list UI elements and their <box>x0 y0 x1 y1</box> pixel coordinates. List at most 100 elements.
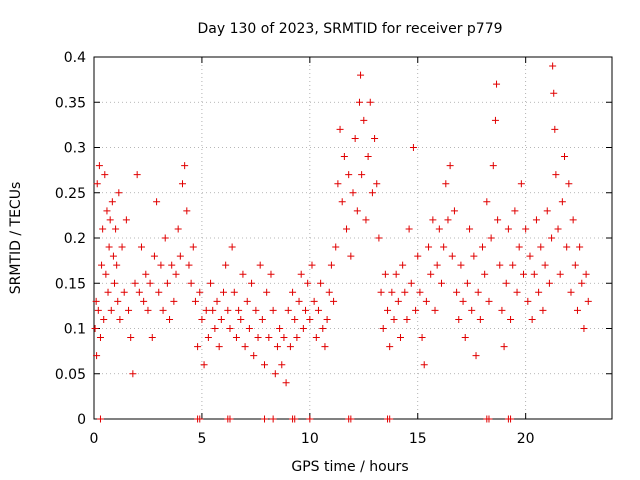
data-point <box>368 189 376 197</box>
data-point <box>243 297 251 305</box>
data-point <box>494 216 502 224</box>
data-point <box>308 261 316 269</box>
data-point <box>127 334 135 342</box>
data-point <box>93 352 101 360</box>
data-point <box>226 415 234 423</box>
data-point <box>261 361 269 369</box>
data-point <box>196 415 204 423</box>
data-point <box>115 189 123 197</box>
data-point <box>310 297 318 305</box>
data-point <box>213 297 221 305</box>
data-point <box>314 306 322 314</box>
data-point <box>100 315 108 323</box>
data-point <box>248 279 256 287</box>
data-point <box>131 279 139 287</box>
data-point <box>125 306 133 314</box>
data-point <box>334 180 342 188</box>
data-point <box>157 261 165 269</box>
data-point <box>483 198 491 206</box>
data-point <box>563 243 571 251</box>
data-point <box>526 252 534 260</box>
data-point <box>405 225 413 233</box>
data-point <box>135 288 143 296</box>
data-point <box>420 361 428 369</box>
data-point <box>319 325 327 332</box>
data-point <box>366 98 374 106</box>
data-point <box>422 297 430 305</box>
data-point <box>567 288 575 296</box>
data-point <box>481 270 489 278</box>
y-tick-label: 0.25 <box>55 186 86 202</box>
data-point <box>176 252 184 260</box>
data-point <box>349 189 357 197</box>
data-point <box>394 297 402 305</box>
data-point <box>295 297 303 305</box>
data-point <box>95 162 103 170</box>
data-point <box>228 243 236 251</box>
data-point <box>153 198 161 206</box>
data-point <box>425 243 433 251</box>
data-point <box>487 234 495 242</box>
data-point <box>245 325 253 332</box>
data-point <box>433 261 441 269</box>
data-point <box>109 252 117 260</box>
data-point <box>343 225 351 233</box>
data-point <box>142 270 150 278</box>
data-point <box>479 243 486 251</box>
data-point <box>306 315 314 323</box>
data-point <box>515 243 523 251</box>
data-point <box>407 279 415 287</box>
data-point <box>375 234 383 242</box>
data-point <box>159 306 167 314</box>
data-point <box>431 306 439 314</box>
data-point <box>111 279 119 287</box>
x-tick-label: 10 <box>301 431 319 447</box>
data-point <box>504 225 512 233</box>
data-point <box>543 207 551 215</box>
data-point <box>291 315 299 323</box>
data-point <box>235 306 243 314</box>
data-point <box>170 297 178 305</box>
data-point <box>351 134 359 142</box>
data-point <box>323 315 331 323</box>
data-point <box>183 207 191 215</box>
data-point <box>250 352 258 360</box>
data-point <box>476 315 484 323</box>
data-point <box>373 180 381 188</box>
data-point <box>513 288 521 296</box>
data-point <box>209 306 217 314</box>
data-point <box>554 225 562 233</box>
x-axis-label: GPS time / hours <box>291 459 408 475</box>
data-point <box>178 180 186 188</box>
data-point <box>239 270 247 278</box>
data-point <box>293 334 301 342</box>
data-point <box>507 415 515 423</box>
data-point <box>252 306 260 314</box>
data-point <box>144 306 152 314</box>
data-point <box>474 288 482 296</box>
data-point <box>500 343 508 351</box>
data-point <box>466 225 474 233</box>
data-point <box>108 198 116 206</box>
data-point <box>330 297 338 305</box>
data-point <box>217 315 225 323</box>
data-point <box>377 288 385 296</box>
data-point <box>532 216 540 224</box>
data-point <box>278 361 286 369</box>
data-point <box>409 144 417 151</box>
data-point <box>427 270 435 278</box>
data-point <box>93 180 101 188</box>
data-point <box>103 207 111 215</box>
data-point <box>491 116 499 124</box>
data-point <box>537 243 545 251</box>
data-point <box>211 325 219 332</box>
data-point <box>230 288 238 296</box>
data-point <box>116 315 124 323</box>
x-axis-ticks: 0 5 10 15 20 <box>90 57 535 447</box>
data-point <box>92 297 100 305</box>
data-point <box>105 243 113 251</box>
data-point <box>468 306 476 314</box>
data-point <box>435 225 443 233</box>
data-point <box>392 270 400 278</box>
data-point <box>224 306 232 314</box>
